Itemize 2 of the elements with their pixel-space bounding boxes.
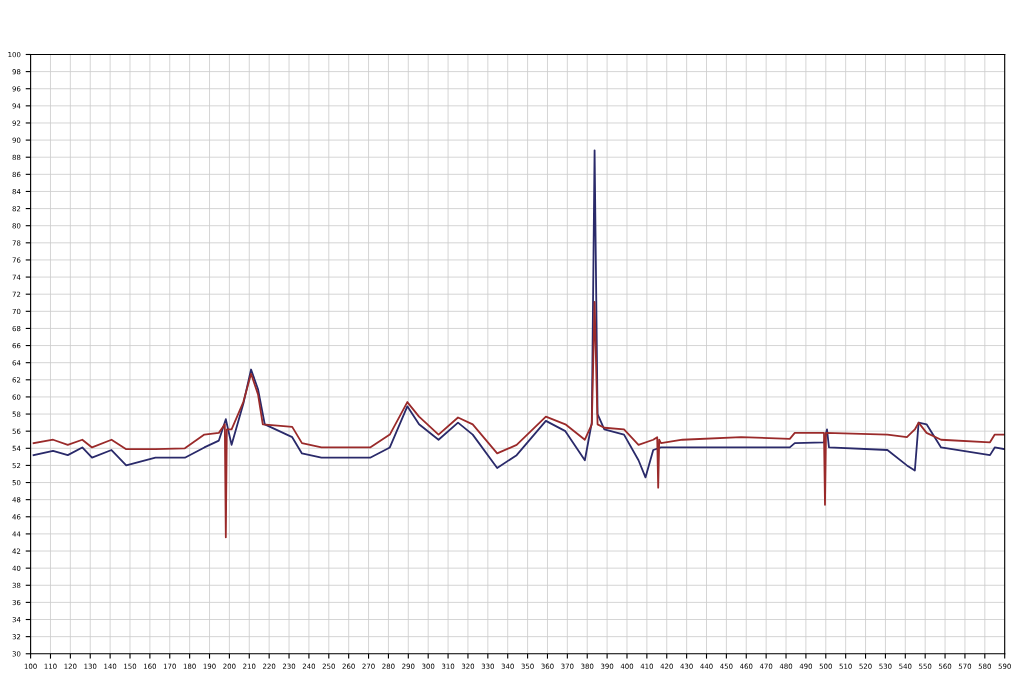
line-series: [32, 300, 1005, 539]
line-series: [32, 149, 1005, 479]
